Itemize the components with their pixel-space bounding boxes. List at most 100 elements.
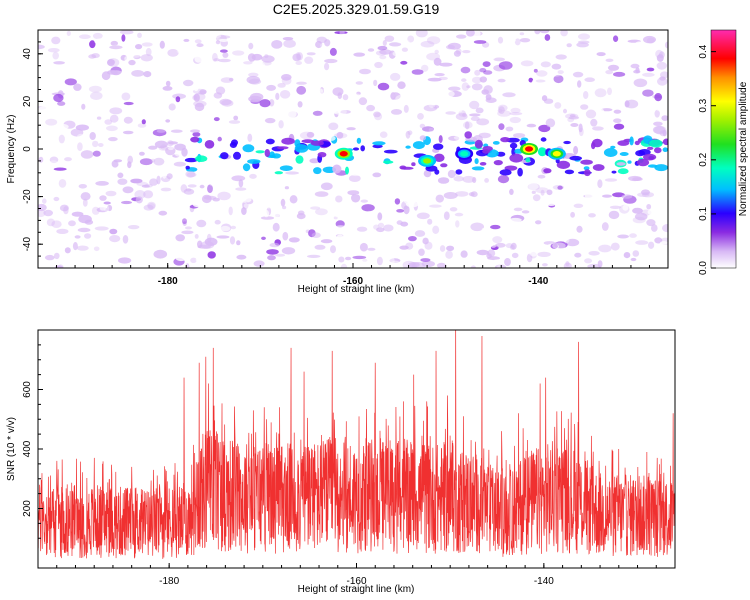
heatmap-cell bbox=[428, 100, 436, 109]
heatmap-cell bbox=[418, 248, 425, 256]
heatmap-cell bbox=[307, 254, 321, 258]
snr-y-tick-label: 600 bbox=[22, 381, 33, 398]
heatmap-cell bbox=[531, 190, 536, 194]
heatmap-cell bbox=[390, 109, 403, 115]
heatmap-cell bbox=[470, 222, 485, 232]
heatmap-cell bbox=[554, 102, 562, 109]
heatmap-cell bbox=[143, 190, 154, 199]
heatmap-cell bbox=[233, 151, 241, 160]
heatmap-cell bbox=[174, 149, 184, 157]
heatmap-cell bbox=[401, 227, 407, 235]
heatmap-cell bbox=[216, 235, 230, 239]
heatmap-cell bbox=[273, 188, 279, 196]
heatmap-cell bbox=[460, 66, 471, 74]
heatmap-cell bbox=[476, 249, 489, 256]
heatmap-cell bbox=[349, 170, 363, 177]
heatmap-cell bbox=[181, 230, 194, 235]
heatmap-cell bbox=[564, 169, 575, 175]
heatmap-cell bbox=[267, 255, 276, 261]
heatmap-cell bbox=[580, 159, 593, 165]
heatmap-cell bbox=[525, 157, 531, 163]
heatmap-cell bbox=[122, 186, 134, 194]
heatmap-cell bbox=[271, 193, 280, 199]
heatmap-cell bbox=[646, 67, 655, 72]
heatmap-cell bbox=[269, 99, 275, 107]
spectrogram-image bbox=[38, 30, 668, 268]
heatmap-cell bbox=[93, 246, 100, 252]
colorbar-tick-label: 0.1 bbox=[698, 207, 709, 221]
heatmap-cell bbox=[583, 166, 590, 171]
heatmap-cell bbox=[656, 54, 664, 62]
heatmap-cell bbox=[389, 42, 402, 47]
heatmap-cell bbox=[557, 185, 563, 190]
heatmap-cell bbox=[77, 142, 83, 152]
spectrogram-x-tick-label: -180 bbox=[158, 276, 178, 287]
heatmap-cell bbox=[269, 151, 275, 158]
heatmap-cell bbox=[235, 187, 247, 191]
heatmap-cell bbox=[660, 241, 668, 245]
heatmap-cell bbox=[372, 141, 386, 146]
heatmap-cell bbox=[70, 128, 84, 137]
heatmap-cell bbox=[467, 206, 475, 214]
heatmap-cell bbox=[352, 93, 362, 101]
heatmap-cell bbox=[537, 174, 546, 179]
heatmap-cell bbox=[49, 160, 58, 165]
heatmap-cell bbox=[635, 106, 645, 114]
heatmap-cell bbox=[53, 61, 65, 65]
heatmap-cell bbox=[596, 43, 607, 51]
heatmap-cell bbox=[379, 55, 387, 60]
heatmap-cell bbox=[95, 252, 101, 259]
heatmap-cell bbox=[632, 207, 643, 214]
heatmap-cell bbox=[79, 34, 91, 39]
heatmap-cell bbox=[636, 158, 650, 167]
heatmap-cell bbox=[551, 63, 562, 70]
heatmap-cell bbox=[466, 85, 471, 89]
heatmap-cell bbox=[453, 50, 461, 57]
heatmap-cell bbox=[336, 131, 344, 139]
heatmap-cell bbox=[334, 31, 348, 35]
heatmap-cell bbox=[513, 133, 526, 138]
heatmap-cell bbox=[212, 197, 220, 202]
heatmap-cell bbox=[185, 226, 192, 230]
heatmap-cell bbox=[306, 52, 316, 56]
spectrogram-y-tick-label: 40 bbox=[22, 48, 33, 60]
heatmap-cell bbox=[400, 60, 408, 65]
heatmap-cell bbox=[295, 125, 305, 131]
heatmap-cell bbox=[220, 152, 229, 160]
heatmap-cell bbox=[141, 42, 153, 47]
heatmap-cell bbox=[392, 250, 401, 259]
heatmap-cell bbox=[65, 216, 78, 223]
heatmap-cell bbox=[153, 157, 165, 166]
heatmap-cell bbox=[64, 247, 71, 254]
heatmap-cell bbox=[320, 182, 333, 191]
heatmap-cell bbox=[496, 199, 503, 205]
heatmap-cell bbox=[422, 237, 429, 245]
heatmap-cell bbox=[72, 242, 78, 251]
heatmap-cell bbox=[320, 239, 333, 244]
heatmap-cell bbox=[160, 201, 170, 210]
heatmap-cell bbox=[148, 145, 158, 150]
heatmap-cell bbox=[132, 37, 145, 43]
heatmap-cell bbox=[266, 249, 279, 255]
heatmap-cell bbox=[573, 145, 579, 155]
heatmap-cell bbox=[248, 78, 262, 85]
heatmap-cell bbox=[510, 59, 520, 63]
heatmap-cell bbox=[359, 68, 371, 75]
heatmap-cell bbox=[474, 158, 479, 165]
heatmap-cell bbox=[38, 44, 45, 50]
heatmap-cell bbox=[46, 218, 56, 227]
snr-x-axis-label: Height of straight line (km) bbox=[298, 584, 415, 595]
heatmap-cell bbox=[494, 264, 507, 268]
heatmap-cell bbox=[56, 228, 69, 234]
heatmap-hotspot bbox=[339, 151, 348, 157]
heatmap-cell bbox=[373, 79, 378, 87]
heatmap-cell bbox=[195, 155, 208, 162]
heatmap-cell bbox=[646, 204, 652, 210]
heatmap-cell bbox=[532, 194, 541, 202]
heatmap-cell bbox=[229, 236, 236, 245]
heatmap-cell bbox=[247, 159, 261, 164]
heatmap-cell bbox=[439, 245, 446, 252]
heatmap-cell bbox=[130, 178, 143, 184]
heatmap-cell bbox=[264, 117, 276, 124]
heatmap-cell bbox=[405, 145, 411, 149]
